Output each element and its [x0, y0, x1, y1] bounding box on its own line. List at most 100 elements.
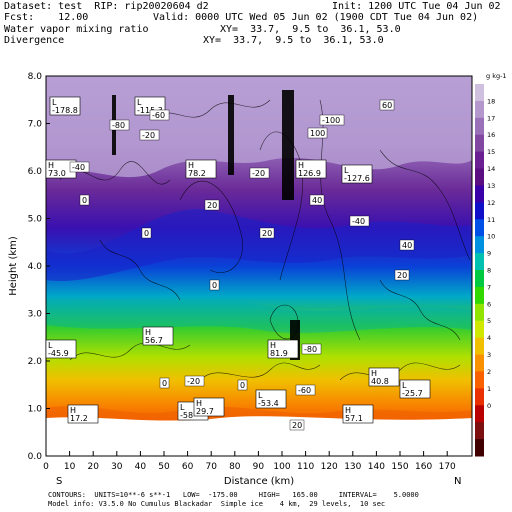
colorbar-label: 8: [487, 267, 491, 275]
extremum-letter: L: [48, 341, 53, 350]
contour-label-text: 20: [207, 201, 217, 210]
extremum-annotation: L-53.4: [255, 389, 287, 409]
x-tick-label: 60: [182, 462, 194, 472]
y-axis-ticks: 8.0 7.0 6.0 5.0 4.0 3.0 2.0 1.0 0.0: [28, 72, 50, 462]
colorbar-swatch: [475, 100, 484, 119]
colorbar-swatch: [475, 236, 484, 254]
extremum-value: -178.8: [52, 106, 78, 115]
colorbar-label: 9: [487, 250, 491, 258]
contour-label-text: 40: [402, 241, 412, 250]
contour-label: 20: [259, 227, 275, 239]
extremum-annotation: H73.0: [45, 159, 77, 179]
y-axis-label: Height (km): [8, 236, 19, 296]
colorbar-label: 15: [487, 148, 495, 156]
x-tick-label: 70: [205, 462, 217, 472]
colorbar-swatch: [475, 439, 484, 457]
extremum-letter: H: [196, 399, 202, 408]
footer-model-info: Model info: V3.5.0 No Cumulus Blackadar …: [48, 500, 386, 508]
colorbar-swatch: [475, 388, 484, 406]
colorbar-swatch: [475, 405, 484, 423]
x-tick-label: 100: [273, 462, 290, 472]
colorbar-swatch: [475, 371, 484, 389]
y-tick-label: 0.0: [28, 452, 43, 462]
colorbar-swatch: [475, 303, 484, 322]
y-tick-label: 5.0: [28, 215, 43, 225]
header-line2-right: Valid: 0000 UTC Wed 05 Jun 02 (1900 CDT …: [153, 12, 479, 23]
header-line1-left: Dataset: test RIP: rip20020604 d2: [4, 1, 209, 12]
extremum-annotation: L-127.6: [341, 164, 373, 184]
colorbar-label: 7: [487, 283, 491, 291]
colorbar-label: 4: [487, 334, 491, 342]
contour-label-text: 0: [212, 281, 217, 290]
contour-label-text: 60: [382, 101, 392, 110]
contour-label: 0: [209, 279, 220, 291]
colorbar-swatch: [475, 185, 484, 203]
x-tick-label: 150: [391, 462, 408, 472]
x-tick-label: 160: [415, 462, 432, 472]
colorbar-swatch: [475, 253, 484, 271]
contour-label-text: -20: [187, 377, 200, 386]
colorbar-swatch: [475, 320, 484, 339]
extremum-letter: H: [70, 406, 76, 415]
colorbar-label: 11: [487, 216, 495, 224]
contour-label-text: 100: [310, 129, 325, 138]
x-tick-label: 110: [297, 462, 314, 472]
extremum-value: 78.2: [188, 169, 206, 178]
colorbar-swatch: [475, 286, 484, 305]
header-line3-left: Water vapor mixing ratio: [4, 24, 149, 35]
header-line2-left: Fcst: 12.00: [4, 12, 89, 23]
extremum-letter: L: [180, 403, 185, 412]
x-tick-label: 0: [43, 462, 49, 472]
contour-label: -20: [184, 375, 205, 387]
contour-label: 0: [237, 379, 248, 391]
x-tick-label: 20: [87, 462, 99, 472]
contour-label: 40: [399, 239, 415, 251]
contour-label-text: 20: [292, 421, 302, 430]
colorbar-label: 10: [487, 233, 495, 241]
colorbar-swatch: [475, 422, 484, 440]
footer-contours: CONTOURS: UNITS=10**-6 s**-1 LOW= -175.0…: [48, 491, 419, 499]
contour-label: -80: [109, 119, 130, 131]
extremum-value: -53.4: [258, 399, 279, 408]
contour-label-text: -80: [112, 121, 125, 130]
x-tick-label: 10: [64, 462, 76, 472]
colorbar-swatch: [475, 84, 484, 102]
contour-label-text: 0: [144, 229, 149, 238]
x-tick-label: 40: [135, 462, 147, 472]
y-tick-label: 8.0: [28, 72, 43, 82]
extremum-annotation: H29.7: [193, 397, 225, 417]
x-tick-label: 130: [344, 462, 361, 472]
extremum-letter: H: [188, 161, 194, 170]
contour-label-text: -40: [72, 163, 85, 172]
contour-label-text: -60: [152, 111, 165, 120]
extremum-value: -127.6: [344, 174, 370, 183]
colorbar-label: 2: [487, 368, 491, 376]
extremum-annotation: H40.8: [368, 367, 400, 387]
extremum-value: 81.9: [270, 349, 288, 358]
colorbar-swatch: [475, 168, 484, 186]
extremum-value: 56.7: [145, 336, 163, 345]
extremum-letter: H: [270, 341, 276, 350]
extremum-value: 29.7: [196, 407, 214, 416]
contour-label: -20: [139, 129, 160, 141]
header-line1-right: Init: 1200 UTC Tue 04 Jun 02: [332, 1, 501, 12]
contour-label-text: -60: [298, 386, 311, 395]
extremum-letter: H: [345, 406, 351, 415]
north-end-label: N: [454, 476, 461, 487]
contour-label: -100: [319, 114, 345, 126]
contour-label-text: 40: [312, 196, 322, 205]
x-tick-label: 170: [439, 462, 456, 472]
extremum-value: -25.7: [402, 389, 423, 398]
extremum-value: -45.9: [48, 349, 69, 358]
extremum-letter: L: [402, 381, 407, 390]
extremum-annotation: H81.9: [267, 339, 299, 359]
extremum-letter: H: [298, 161, 304, 170]
extremum-value: 40.8: [371, 377, 389, 386]
contour-label-text: 0: [240, 381, 245, 390]
extremum-annotation: H57.1: [342, 404, 374, 424]
colorbar-label: 14: [487, 165, 495, 173]
colorbar-swatch: [475, 337, 484, 356]
colorbar-swatch: [475, 354, 484, 372]
